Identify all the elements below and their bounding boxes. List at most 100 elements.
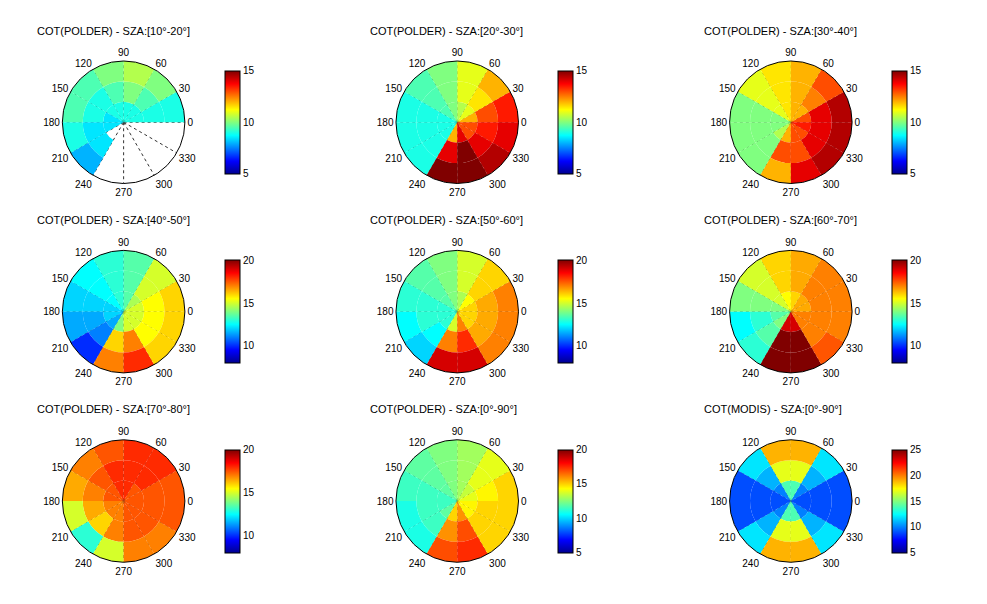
svg-text:270: 270 (783, 566, 800, 577)
svg-text:270: 270 (783, 376, 800, 387)
svg-text:210: 210 (385, 532, 402, 543)
svg-text:5: 5 (910, 547, 916, 558)
svg-text:20: 20 (910, 255, 922, 266)
svg-text:20: 20 (243, 255, 255, 266)
svg-text:15: 15 (910, 65, 922, 76)
svg-text:120: 120 (742, 247, 759, 258)
svg-text:150: 150 (719, 273, 736, 284)
svg-text:330: 330 (179, 153, 196, 164)
svg-text:0: 0 (855, 117, 861, 128)
svg-text:10: 10 (576, 340, 588, 351)
svg-text:0: 0 (521, 117, 527, 128)
svg-text:15: 15 (243, 298, 255, 309)
svg-text:90: 90 (785, 47, 797, 58)
svg-text:90: 90 (118, 47, 130, 58)
svg-text:210: 210 (385, 343, 402, 354)
svg-text:90: 90 (452, 426, 464, 437)
svg-text:150: 150 (719, 83, 736, 94)
svg-text:300: 300 (156, 558, 173, 569)
svg-text:270: 270 (449, 566, 466, 577)
svg-text:10: 10 (910, 521, 922, 532)
svg-text:210: 210 (385, 153, 402, 164)
svg-text:270: 270 (783, 187, 800, 198)
svg-text:30: 30 (512, 83, 524, 94)
svg-text:240: 240 (75, 558, 92, 569)
svg-text:COT(POLDER) - SZA:[60°-70°]: COT(POLDER) - SZA:[60°-70°] (704, 214, 857, 226)
svg-text:30: 30 (179, 462, 191, 473)
svg-text:330: 330 (512, 153, 529, 164)
svg-text:240: 240 (742, 179, 759, 190)
svg-text:150: 150 (52, 83, 69, 94)
svg-text:60: 60 (823, 437, 835, 448)
svg-text:90: 90 (452, 47, 464, 58)
svg-text:300: 300 (823, 368, 840, 379)
svg-text:270: 270 (115, 187, 132, 198)
svg-text:60: 60 (823, 58, 835, 69)
svg-text:270: 270 (115, 376, 132, 387)
svg-text:150: 150 (52, 273, 69, 284)
svg-text:0: 0 (187, 496, 193, 507)
svg-text:240: 240 (75, 179, 92, 190)
svg-text:330: 330 (512, 532, 529, 543)
svg-text:20: 20 (576, 444, 588, 455)
svg-text:180: 180 (377, 306, 394, 317)
svg-text:270: 270 (449, 376, 466, 387)
svg-text:120: 120 (75, 58, 92, 69)
svg-text:330: 330 (179, 532, 196, 543)
svg-text:330: 330 (846, 343, 863, 354)
svg-text:180: 180 (377, 117, 394, 128)
svg-text:270: 270 (449, 187, 466, 198)
svg-text:150: 150 (385, 273, 402, 284)
svg-text:330: 330 (846, 532, 863, 543)
svg-text:COT(POLDER) - SZA:[0°-90°]: COT(POLDER) - SZA:[0°-90°] (370, 403, 517, 415)
svg-text:330: 330 (179, 343, 196, 354)
svg-text:90: 90 (785, 426, 797, 437)
svg-text:20: 20 (576, 255, 588, 266)
svg-text:0: 0 (187, 117, 193, 128)
svg-text:30: 30 (179, 273, 191, 284)
svg-text:330: 330 (512, 343, 529, 354)
svg-text:180: 180 (377, 496, 394, 507)
svg-text:90: 90 (118, 237, 130, 248)
svg-text:25: 25 (910, 444, 922, 455)
svg-text:270: 270 (115, 566, 132, 577)
svg-text:20: 20 (910, 470, 922, 481)
svg-text:30: 30 (846, 462, 858, 473)
svg-text:240: 240 (742, 558, 759, 569)
svg-text:10: 10 (910, 340, 922, 351)
svg-text:0: 0 (855, 306, 861, 317)
svg-text:240: 240 (742, 368, 759, 379)
svg-text:90: 90 (452, 237, 464, 248)
svg-text:150: 150 (52, 462, 69, 473)
svg-text:0: 0 (855, 496, 861, 507)
svg-text:15: 15 (243, 65, 255, 76)
svg-text:60: 60 (156, 247, 168, 258)
svg-text:240: 240 (409, 368, 426, 379)
svg-text:210: 210 (52, 343, 69, 354)
svg-text:330: 330 (846, 153, 863, 164)
svg-text:240: 240 (409, 179, 426, 190)
svg-text:5: 5 (243, 168, 249, 179)
svg-text:10: 10 (576, 117, 588, 128)
svg-text:COT(MODIS) - SZA:[0°-90°]: COT(MODIS) - SZA:[0°-90°] (704, 403, 842, 415)
svg-text:240: 240 (409, 558, 426, 569)
svg-text:5: 5 (576, 168, 582, 179)
svg-text:COT(POLDER) - SZA:[10°-20°]: COT(POLDER) - SZA:[10°-20°] (37, 25, 190, 37)
svg-text:60: 60 (156, 58, 168, 69)
svg-text:0: 0 (521, 496, 527, 507)
svg-text:20: 20 (243, 444, 255, 455)
svg-text:120: 120 (409, 247, 426, 258)
svg-text:30: 30 (846, 83, 858, 94)
svg-text:180: 180 (43, 117, 60, 128)
svg-text:300: 300 (156, 179, 173, 190)
svg-text:180: 180 (710, 306, 727, 317)
svg-text:210: 210 (719, 153, 736, 164)
svg-text:210: 210 (719, 532, 736, 543)
svg-text:30: 30 (179, 83, 191, 94)
svg-text:15: 15 (576, 298, 588, 309)
svg-text:210: 210 (719, 343, 736, 354)
svg-text:15: 15 (910, 496, 922, 507)
svg-text:10: 10 (243, 530, 255, 541)
svg-text:15: 15 (910, 298, 922, 309)
svg-text:300: 300 (489, 179, 506, 190)
